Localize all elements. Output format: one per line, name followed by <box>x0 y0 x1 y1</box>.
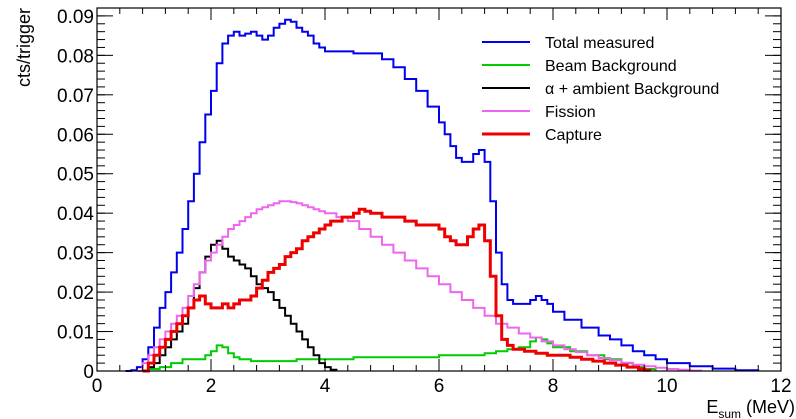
series-beam-background-line <box>136 336 657 372</box>
x-tick-label: 6 <box>434 376 445 397</box>
axis-layer: 0 2 4 6 8 10 12 0 0.01 0.02 0.03 0.04 0.05 0.06 0.07 0.… <box>57 7 792 397</box>
legend-label-beam-background: Beam Background <box>545 58 677 75</box>
y-axis-title: cts/trigger <box>14 8 34 87</box>
y-tick-label: 0 <box>83 362 94 383</box>
legend: Total measured Beam Background α + ambient… <box>482 35 719 144</box>
y-tick-label: 0.07 <box>57 86 94 107</box>
series-layer <box>125 18 760 373</box>
x-axis-title-subscript: sum <box>718 407 741 419</box>
x-axis-title-unit: (MeV) <box>741 397 795 417</box>
x-tick-label: 2 <box>206 376 217 397</box>
y-tick-label: 0.08 <box>57 46 94 67</box>
series-fission-line <box>136 200 703 372</box>
y-tick-label: 0.02 <box>57 283 94 304</box>
x-tick-label: 8 <box>548 376 559 397</box>
legend-label-total-measured: Total measured <box>545 35 654 52</box>
x-tick-label: 0 <box>92 376 103 397</box>
legend-label-ambient-background: α + ambient Background <box>545 81 719 98</box>
y-tick-label: 0.03 <box>57 244 94 265</box>
x-tick-label: 4 <box>320 376 331 397</box>
y-tick-label: 0.01 <box>57 323 94 344</box>
series-total-measured-line <box>125 18 760 372</box>
plot-frame <box>96 7 782 372</box>
x-axis-title-main: E <box>706 397 718 417</box>
y-tick-label: 0.04 <box>57 204 94 225</box>
legend-label-fission: Fission <box>545 104 596 121</box>
y-tick-label: 0.09 <box>57 7 94 28</box>
series-ambient-background-line <box>142 239 338 372</box>
legend-label-capture: Capture <box>545 127 602 144</box>
x-tick-label: 12 <box>770 376 791 397</box>
series-capture-line <box>142 207 652 373</box>
x-tick-label: 10 <box>656 376 677 397</box>
x-axis-title: Esum (MeV) <box>706 397 795 419</box>
y-tick-label: 0.06 <box>57 125 94 146</box>
y-tick-label: 0.05 <box>57 165 94 186</box>
